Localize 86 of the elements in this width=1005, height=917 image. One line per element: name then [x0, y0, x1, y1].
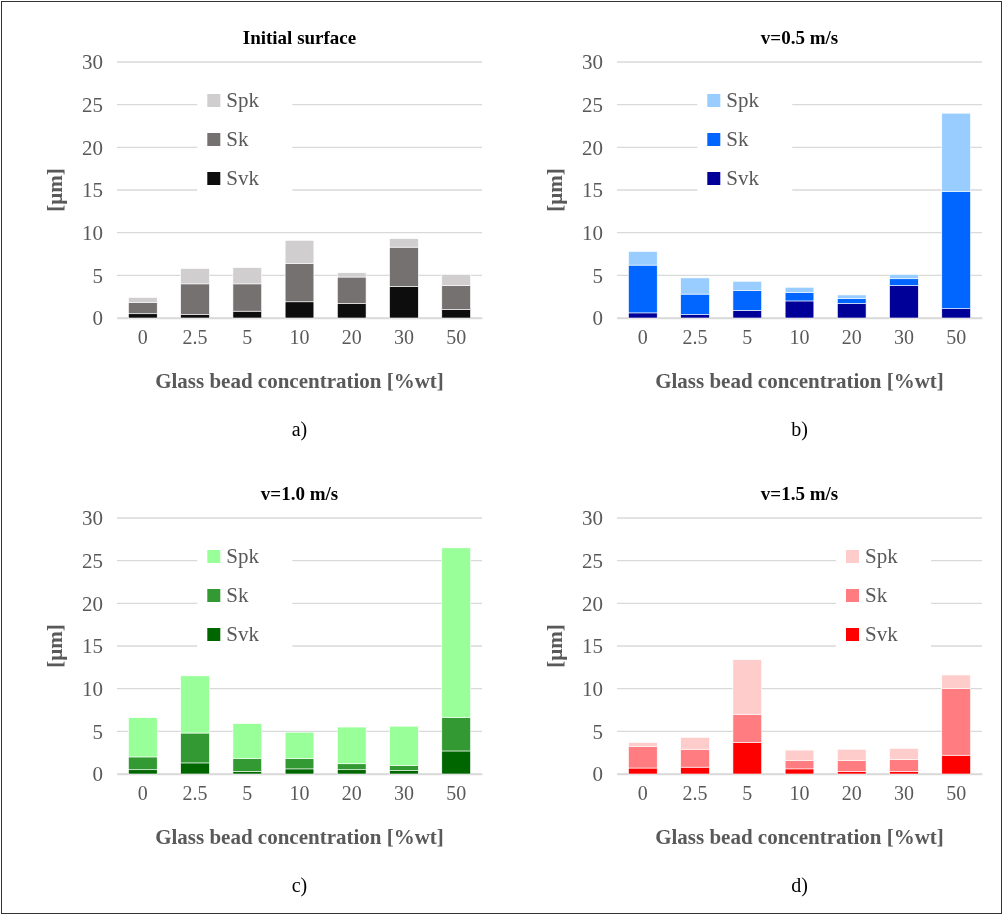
- chart-title: v=1.5 m/s: [760, 483, 839, 504]
- x-tick-label: 30: [893, 326, 914, 349]
- x-tick-label: 0: [637, 782, 648, 805]
- x-axis-title: Glass bead concentration [%wt]: [655, 825, 944, 849]
- y-tick-label: 10: [82, 220, 103, 245]
- y-tick-label: 20: [82, 135, 103, 160]
- legend-label: Spk: [726, 88, 760, 112]
- y-tick-label: 0: [592, 762, 603, 787]
- y-tick-label: 30: [82, 506, 103, 531]
- x-tick-label: 50: [946, 782, 967, 805]
- text: c): [291, 874, 308, 897]
- x-tick-label: 2.5: [682, 326, 708, 349]
- x-axis-title: Glass bead concentration [%wt]: [655, 369, 944, 393]
- legend-label: Spk: [226, 544, 260, 568]
- y-tick-label: 30: [582, 506, 603, 531]
- x-tick-label: 2.5: [682, 782, 708, 805]
- y-tick-label: 15: [582, 178, 603, 203]
- x-tick-label: 20: [341, 326, 362, 349]
- y-tick-label: 30: [582, 50, 603, 75]
- legend-label: Svk: [226, 166, 260, 190]
- x-tick-label: 10: [789, 782, 810, 805]
- bar: [837, 303, 867, 319]
- x-tick-label: 10: [789, 326, 810, 349]
- legend-label: Sk: [726, 127, 749, 151]
- y-tick-label: 15: [82, 634, 103, 659]
- y-tick-label: 20: [82, 591, 103, 616]
- x-tick-label: 2.5: [182, 326, 208, 349]
- x-tick-label: 30: [893, 782, 914, 805]
- x-tick-label: 30: [393, 782, 414, 805]
- legend-label: Svk: [865, 622, 899, 646]
- legend-label: Sk: [865, 583, 888, 607]
- y-tick-label: 20: [582, 135, 603, 160]
- x-axis-title: Glass bead concentration [%wt]: [155, 825, 444, 849]
- y-tick-label: 0: [92, 306, 103, 331]
- y-tick-label: 5: [592, 719, 603, 744]
- x-tick-label: 0: [137, 782, 148, 805]
- y-tick-label: 15: [82, 178, 103, 203]
- x-tick-label: 30: [393, 326, 414, 349]
- x-tick-label: 5: [742, 326, 753, 349]
- y-tick-label: 0: [92, 762, 103, 787]
- y-axis-title: [µm]: [43, 168, 67, 212]
- x-tick-label: 50: [446, 326, 467, 349]
- bar: [389, 770, 419, 775]
- x-tick-label: 10: [289, 782, 310, 805]
- x-tick-label: 5: [742, 782, 753, 805]
- y-axis-title: [µm]: [543, 168, 567, 212]
- legend-label: Svk: [226, 622, 260, 646]
- text: a): [291, 418, 308, 441]
- x-tick-label: 10: [289, 326, 310, 349]
- legend-label: Svk: [726, 166, 760, 190]
- y-axis-title: [µm]: [543, 624, 567, 668]
- x-tick-label: 50: [946, 326, 967, 349]
- y-tick-label: 10: [582, 676, 603, 701]
- y-tick-label: 25: [82, 92, 103, 117]
- y-tick-label: 20: [582, 591, 603, 616]
- legend-label: Spk: [865, 544, 899, 568]
- x-tick-label: 50: [446, 782, 467, 805]
- x-tick-label: 20: [341, 782, 362, 805]
- y-tick-label: 5: [92, 263, 103, 288]
- y-tick-label: 5: [592, 263, 603, 288]
- legend-label: Sk: [226, 583, 249, 607]
- x-axis-title: Glass bead concentration [%wt]: [155, 369, 444, 393]
- x-tick-label: 0: [137, 326, 148, 349]
- chart-title: Initial surface: [242, 27, 357, 48]
- x-tick-label: 20: [841, 782, 862, 805]
- x-tick-label: 2.5: [182, 782, 208, 805]
- y-tick-label: 25: [582, 92, 603, 117]
- y-tick-label: 30: [82, 50, 103, 75]
- y-tick-label: 15: [582, 634, 603, 659]
- text: b): [791, 418, 808, 441]
- legend-label: Sk: [226, 127, 249, 151]
- text: d): [791, 874, 808, 897]
- x-tick-label: 20: [841, 326, 862, 349]
- chart-title: v=1.0 m/s: [260, 483, 339, 504]
- x-tick-label: 5: [242, 782, 253, 805]
- y-tick-label: 5: [92, 719, 103, 744]
- y-tick-label: 10: [582, 220, 603, 245]
- x-tick-label: 0: [637, 326, 648, 349]
- y-tick-label: 10: [82, 676, 103, 701]
- x-tick-label: 5: [242, 326, 253, 349]
- y-tick-label: 0: [592, 306, 603, 331]
- y-tick-label: 25: [582, 548, 603, 573]
- legend-label: Spk: [226, 88, 260, 112]
- chart-title: v=0.5 m/s: [760, 27, 839, 48]
- y-axis-title: [µm]: [43, 624, 67, 668]
- y-tick-label: 25: [82, 548, 103, 573]
